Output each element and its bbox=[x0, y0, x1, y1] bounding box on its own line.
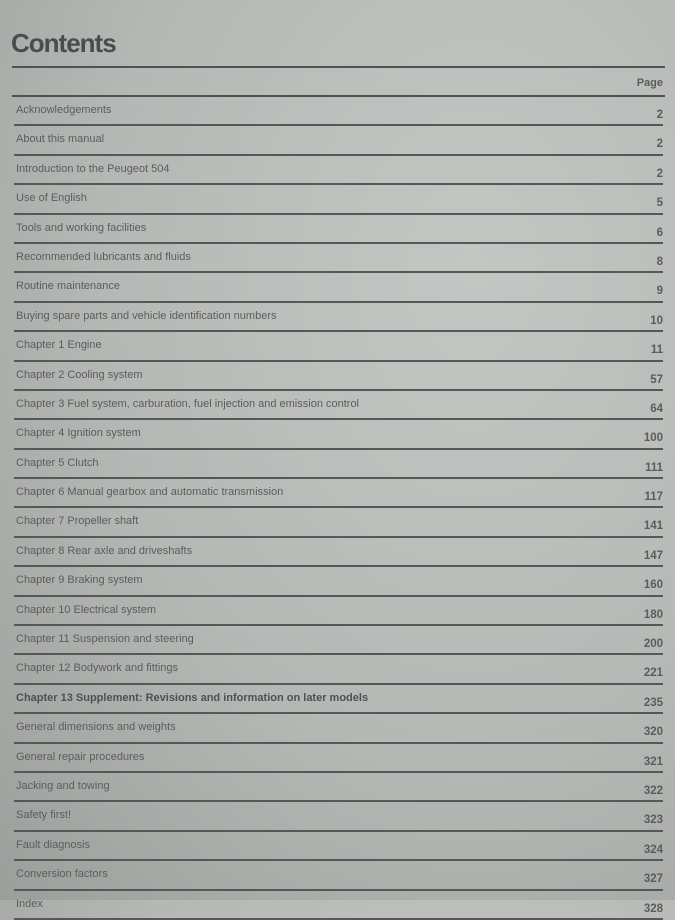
contents-entry: Safety first! 323 bbox=[14, 802, 663, 832]
entry-label: Fault diagnosis bbox=[16, 838, 90, 851]
contents-entry: Chapter 9 Braking system 160 bbox=[14, 567, 663, 597]
entry-page-number: 327 bbox=[643, 873, 663, 886]
entry-page-number: 57 bbox=[650, 373, 663, 386]
entry-label: Chapter 12 Bodywork and fittings bbox=[16, 662, 179, 675]
page-title: Contents bbox=[11, 28, 117, 58]
entry-page-number: 2 bbox=[656, 138, 663, 151]
entry-label: Chapter 6 Manual gearbox and automatic t… bbox=[16, 486, 284, 499]
entry-label: About this manual bbox=[16, 133, 105, 146]
entry-label: General repair procedures bbox=[16, 750, 145, 763]
entry-page-number: 100 bbox=[643, 432, 663, 445]
entry-page-number: 320 bbox=[643, 726, 663, 739]
contents-entry: Chapter 7 Propeller shaft 141 bbox=[14, 508, 663, 538]
entry-label: Routine maintenance bbox=[16, 280, 120, 293]
entry-label: Use of English bbox=[16, 192, 87, 205]
contents-entry: Buying spare parts and vehicle identific… bbox=[14, 303, 663, 333]
entry-page-number: 6 bbox=[656, 226, 663, 239]
entry-page-number: 8 bbox=[656, 255, 663, 268]
contents-entry: Introduction to the Peugeot 504 2 bbox=[14, 156, 663, 186]
entry-page-number: 200 bbox=[643, 638, 663, 651]
contents-entry: Tools and working facilities 6 bbox=[14, 215, 663, 244]
contents-entry: Jacking and towing 322 bbox=[14, 773, 663, 803]
page-column-header: Page bbox=[636, 77, 663, 89]
contents-entry: Use of English 5 bbox=[14, 185, 663, 215]
entry-page-number: 2 bbox=[656, 167, 663, 180]
contents-entry: Chapter 2 Cooling system 57 bbox=[14, 362, 663, 391]
entry-label: Chapter 9 Braking system bbox=[16, 574, 143, 587]
entry-page-number: 235 bbox=[643, 696, 663, 709]
contents-entry: Chapter 12 Bodywork and fittings 221 bbox=[14, 655, 663, 685]
entry-page-number: 111 bbox=[645, 461, 663, 474]
contents-entry: Chapter 10 Electrical system 180 bbox=[14, 597, 663, 627]
contents-entry: Chapter 5 Clutch 111 bbox=[14, 450, 663, 480]
title-rule bbox=[12, 66, 665, 68]
entry-label: Chapter 1 Engine bbox=[16, 339, 102, 352]
entry-page-number: 221 bbox=[643, 667, 663, 680]
entry-label: Introduction to the Peugeot 504 bbox=[16, 162, 170, 175]
entry-page-number: 11 bbox=[650, 344, 663, 357]
entry-label: Buying spare parts and vehicle identific… bbox=[16, 309, 277, 322]
entry-label: Index bbox=[16, 897, 43, 910]
contents-entry: Chapter 13 Supplement: Revisions and inf… bbox=[14, 685, 663, 715]
entry-label: Chapter 13 Supplement: Revisions and inf… bbox=[16, 691, 369, 704]
entry-label: Chapter 2 Cooling system bbox=[16, 368, 143, 381]
entry-label: Chapter 5 Clutch bbox=[16, 456, 99, 469]
entry-page-number: 160 bbox=[643, 579, 663, 592]
entry-label: Chapter 11 Suspension and steering bbox=[16, 633, 194, 646]
entry-label: Chapter 8 Rear axle and driveshafts bbox=[16, 544, 193, 557]
contents-entry: Recommended lubricants and fluids 8 bbox=[14, 244, 663, 274]
entry-page-number: 117 bbox=[644, 491, 663, 504]
entry-page-number: 324 bbox=[643, 843, 663, 856]
entry-page-number: 9 bbox=[656, 285, 663, 298]
entry-page-number: 328 bbox=[643, 902, 663, 915]
entry-label: Chapter 7 Propeller shaft bbox=[16, 515, 139, 528]
contents-entry: General dimensions and weights 320 bbox=[14, 714, 663, 744]
contents-entry: Chapter 4 Ignition system 100 bbox=[14, 420, 663, 450]
entry-label: Chapter 4 Ignition system bbox=[16, 427, 141, 440]
entry-label: Safety first! bbox=[16, 809, 72, 822]
entry-page-number: 322 bbox=[643, 784, 663, 797]
contents-entry: Routine maintenance 9 bbox=[14, 273, 663, 303]
header-rule bbox=[12, 95, 665, 97]
entry-label: Acknowledgements bbox=[16, 104, 112, 116]
entry-label: Chapter 3 Fuel system, carburation, fuel… bbox=[16, 397, 360, 410]
entry-label: Tools and working facilities bbox=[16, 221, 147, 234]
contents-entry: Chapter 3 Fuel system, carburation, fuel… bbox=[14, 391, 663, 421]
entry-page-number: 64 bbox=[650, 402, 663, 415]
entry-page-number: 180 bbox=[643, 608, 663, 621]
entry-label: Recommended lubricants and fluids bbox=[16, 250, 191, 263]
contents-entry: General repair procedures 321 bbox=[14, 744, 663, 773]
contents-list: Acknowledgements 2 About this manual 2 Intro… bbox=[14, 97, 663, 920]
entry-label: Jacking and towing bbox=[16, 779, 110, 792]
contents-entry: Acknowledgements 2 bbox=[14, 97, 663, 127]
entry-label: General dimensions and weights bbox=[16, 721, 176, 734]
contents-entry: Chapter 11 Suspension and steering 200 bbox=[14, 626, 663, 656]
contents-entry: Chapter 8 Rear axle and driveshafts 147 bbox=[14, 538, 663, 568]
contents-entry: Chapter 1 Engine 11 bbox=[14, 332, 663, 362]
entry-label: Conversion factors bbox=[16, 868, 108, 881]
entry-page-number: 147 bbox=[643, 549, 663, 562]
entry-page-number: 5 bbox=[656, 197, 663, 210]
entry-page-number: 2 bbox=[656, 109, 663, 121]
contents-entry: Index 328 bbox=[14, 891, 663, 920]
entry-page-number: 321 bbox=[643, 755, 663, 768]
entry-page-number: 323 bbox=[643, 814, 663, 827]
contents-entry: Chapter 6 Manual gearbox and automatic t… bbox=[14, 479, 663, 509]
entry-page-number: 141 bbox=[643, 520, 663, 533]
contents-entry: Fault diagnosis 324 bbox=[14, 832, 663, 862]
entry-label: Chapter 10 Electrical system bbox=[16, 603, 156, 616]
entry-page-number: 10 bbox=[650, 314, 663, 327]
contents-entry: Conversion factors 327 bbox=[14, 861, 663, 891]
contents-entry: About this manual 2 bbox=[14, 126, 663, 156]
